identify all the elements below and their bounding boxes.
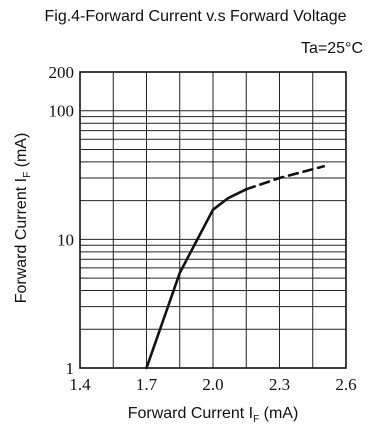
x-tick-label: 1.4 xyxy=(69,375,91,394)
series-group xyxy=(145,165,326,370)
temperature-condition: Ta=25°C xyxy=(301,40,363,57)
y-tick-label: 200 xyxy=(49,63,75,82)
x-axis-label: Forward Current IF (mA) xyxy=(128,405,299,425)
x-tick-label: 2.3 xyxy=(269,375,290,394)
y-tick-label: 10 xyxy=(57,230,74,249)
x-tick-label: 2.0 xyxy=(202,375,223,394)
y-tick-label: 100 xyxy=(49,102,75,121)
plot-frame xyxy=(79,71,347,369)
grid-lines xyxy=(80,72,346,368)
tick-labels: 1.4 1.7 2.0 2.3 2.6 1 10 100 200 xyxy=(49,63,357,394)
y-axis-label: Forward Current IF (mA) xyxy=(13,133,33,304)
y-tick-label: 1 xyxy=(66,359,75,378)
series-line-1 xyxy=(145,188,248,370)
x-tick-label: 2.6 xyxy=(335,375,356,394)
x-tick-label: 1.7 xyxy=(136,375,158,394)
series-line-2 xyxy=(244,165,326,191)
chart-title: Fig.4-Forward Current v.s Forward Voltag… xyxy=(44,8,347,25)
